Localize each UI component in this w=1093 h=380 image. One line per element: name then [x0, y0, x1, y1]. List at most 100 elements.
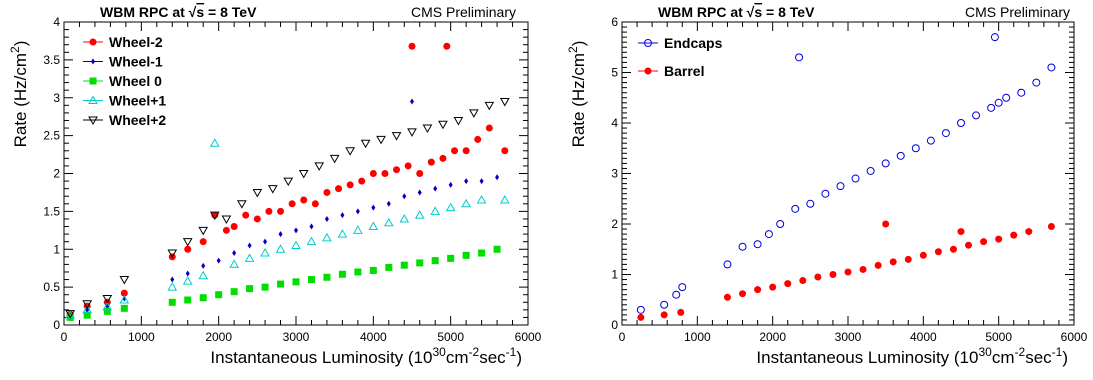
data-point — [244, 253, 255, 262]
data-point — [329, 154, 340, 164]
data-point — [335, 185, 343, 193]
series-wheel-1 — [65, 138, 510, 319]
data-point — [184, 296, 192, 304]
legend-marker — [91, 58, 95, 65]
y-tick-label: 0 — [53, 318, 60, 332]
data-point — [904, 255, 912, 263]
x-tick-label: 5000 — [437, 330, 464, 344]
data-point — [1002, 93, 1011, 102]
data-point — [499, 98, 510, 107]
data-point — [340, 212, 345, 219]
chart-title: WBM RPC at √s = 8 TeV — [100, 4, 257, 20]
data-point — [247, 242, 252, 249]
y-tick-label: 2.5 — [43, 129, 60, 143]
data-point — [478, 249, 486, 257]
data-point — [309, 223, 314, 230]
y-tick-label: 0.5 — [43, 280, 60, 294]
data-point — [119, 276, 130, 285]
data-point — [485, 124, 493, 132]
legend-entry: Wheel+1 — [109, 93, 166, 109]
legend-entry: Wheel-2 — [109, 34, 163, 50]
data-point — [821, 189, 830, 198]
data-point — [859, 265, 867, 273]
data-point — [322, 232, 332, 242]
data-point — [637, 313, 645, 321]
sqrt-symbol: √ — [747, 4, 755, 20]
data-point — [874, 261, 882, 269]
data-point — [738, 242, 747, 251]
data-point — [306, 236, 317, 246]
data-point — [182, 276, 193, 285]
data-point — [476, 195, 487, 204]
data-point — [294, 227, 298, 234]
y-tick-label: 4 — [611, 116, 618, 130]
data-point — [120, 304, 128, 312]
data-point — [291, 240, 301, 249]
x-axis-label: Instantaneous Luminosity (1030​cm-2​sec-… — [756, 345, 1068, 367]
data-point — [636, 305, 645, 314]
data-point — [283, 177, 294, 187]
data-point — [222, 226, 230, 234]
data-point — [980, 238, 988, 246]
data-point — [994, 98, 1003, 107]
data-point — [368, 221, 379, 231]
data-point — [447, 254, 455, 262]
series-wheel-2 — [66, 42, 509, 318]
data-point — [881, 159, 890, 168]
data-point — [957, 119, 965, 127]
data-point — [307, 276, 315, 284]
data-point — [414, 210, 425, 219]
data-point — [324, 215, 329, 222]
data-point — [431, 257, 439, 265]
legend-marker — [89, 38, 97, 46]
data-point — [300, 196, 308, 204]
series-wheel-0 — [66, 245, 501, 321]
data-point — [754, 286, 762, 294]
data-point — [493, 245, 501, 253]
data-point — [484, 101, 495, 111]
data-point — [433, 185, 438, 192]
series-endcaps — [636, 33, 1056, 314]
data-point — [278, 231, 283, 238]
data-point — [221, 215, 232, 224]
data-point — [199, 294, 207, 302]
x-tick-label: 5000 — [985, 330, 1012, 344]
data-point — [408, 42, 416, 50]
data-point — [462, 147, 470, 155]
legend-entry: Wheel 0 — [109, 73, 162, 89]
data-point — [723, 293, 731, 301]
x-tick-label: 6000 — [515, 330, 542, 344]
data-point — [198, 270, 209, 280]
data-point — [934, 248, 942, 256]
data-point — [253, 215, 261, 223]
data-point — [275, 244, 286, 253]
data-point — [292, 278, 300, 286]
data-point — [814, 273, 822, 281]
data-point — [311, 200, 319, 208]
data-point — [453, 116, 464, 126]
y-tick-label: 1 — [53, 242, 60, 256]
data-point — [383, 217, 394, 227]
data-point — [198, 226, 209, 236]
data-point — [677, 308, 685, 316]
x-tick-label: 0 — [61, 330, 68, 344]
data-point — [209, 138, 220, 147]
data-point — [941, 129, 950, 138]
data-point — [987, 103, 996, 112]
y-axis-label: Rate (Hz/cm2) — [8, 41, 30, 148]
x-axis-label: Instantaneous Luminosity (1030​cm-2​sec-… — [210, 345, 522, 367]
sqrt-symbol: √ — [189, 4, 197, 20]
data-point — [995, 235, 1003, 243]
data-point — [230, 288, 238, 296]
data-point — [474, 135, 482, 143]
legend: Endcaps Barrel — [638, 35, 723, 79]
data-point — [184, 245, 192, 253]
data-point — [323, 273, 331, 281]
data-point — [354, 268, 362, 276]
legend-marker — [89, 77, 97, 85]
data-point — [461, 198, 471, 208]
y-tick-label: 3 — [611, 167, 618, 181]
data-point — [1025, 228, 1033, 236]
legend-entry: Barrel — [664, 63, 704, 79]
